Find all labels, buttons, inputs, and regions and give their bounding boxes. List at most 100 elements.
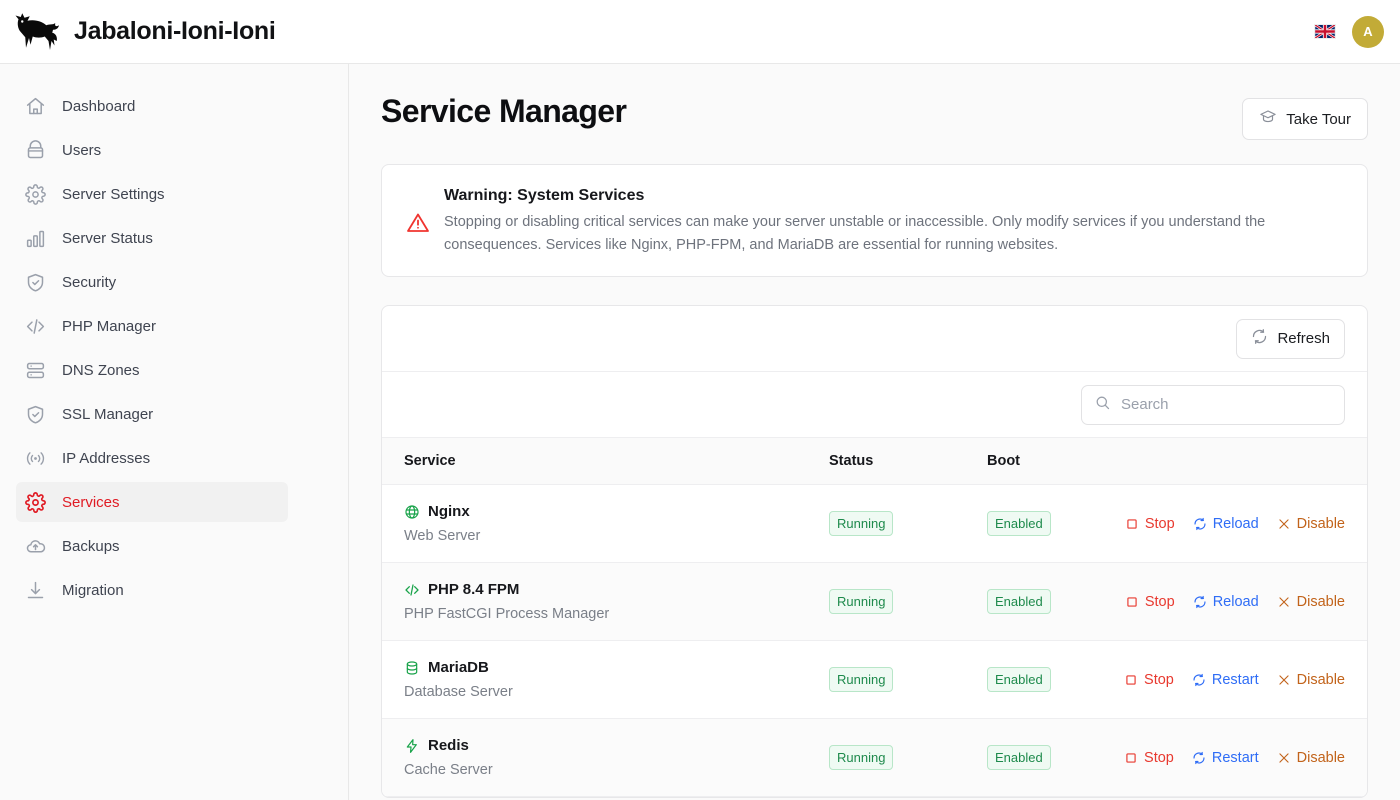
app-shell: Dashboard Users Server Settings Server S… (0, 64, 1400, 800)
sidebar-item-dashboard[interactable]: Dashboard (16, 86, 288, 126)
shield-check-icon (24, 403, 46, 425)
sidebar-item-dns-zones[interactable]: DNS Zones (16, 350, 288, 390)
cell-status: Running (829, 719, 987, 797)
service-description: PHP FastCGI Process Manager (404, 606, 610, 623)
restart-label: Restart (1211, 671, 1259, 688)
sidebar-item-ip-addresses[interactable]: IP Addresses (16, 438, 288, 478)
stop-label: Stop (1144, 749, 1174, 766)
service-name: MariaDB (404, 659, 829, 676)
disable-button[interactable]: Disable (1277, 672, 1345, 688)
status-badge: Running (829, 745, 894, 771)
service-name-label: MariaDB (428, 659, 489, 677)
refresh-button[interactable]: Refresh (1236, 318, 1345, 359)
search-input[interactable] (1121, 396, 1332, 414)
sidebar-item-label: IP Addresses (62, 449, 151, 467)
service-name: Nginx (404, 503, 829, 520)
sidebar-item-ssl-manager[interactable]: SSL Manager (16, 394, 288, 434)
sidebar-item-backups[interactable]: Backups (16, 526, 288, 566)
service-name-label: PHP 8.4 FPM (428, 581, 520, 599)
column-header-boot: Boot (987, 438, 1147, 486)
disable-button[interactable]: Disable (1277, 594, 1345, 610)
reload-label: Reload (1212, 593, 1259, 610)
table-row[interactable]: MariaDB Database Server Running Enabled (382, 641, 1367, 719)
table-row[interactable]: Redis Cache Server Running Enabled (382, 718, 1367, 797)
row-actions: Stop Reload Disable (1127, 594, 1367, 610)
cell-boot: Enabled (987, 641, 1147, 719)
table-row[interactable]: PHP 8.4 FPM PHP FastCGI Process Manager … (382, 562, 1367, 641)
cell-service: Redis Cache Server (382, 719, 829, 797)
stop-button[interactable]: Stop (1125, 594, 1175, 610)
search-box[interactable] (1081, 384, 1345, 425)
restart-button[interactable]: Restart (1192, 672, 1259, 688)
sidebar-item-label: Migration (62, 581, 124, 599)
services-table-card: Refresh Service Status Boot (381, 305, 1368, 799)
boot-badge: Enabled (987, 589, 1051, 615)
reload-button[interactable]: Reload (1193, 516, 1259, 532)
stop-label: Stop (1144, 671, 1174, 688)
column-header-service: Service (382, 438, 829, 486)
service-name-label: Nginx (428, 503, 470, 521)
stop-square-icon (1125, 517, 1139, 531)
refresh-icon (1192, 751, 1206, 765)
shield-check-icon (24, 271, 46, 293)
server-stack-icon (24, 359, 46, 381)
cell-service: MariaDB Database Server (382, 641, 829, 719)
boot-badge: Enabled (987, 667, 1051, 693)
gear-icon (24, 491, 46, 513)
sidebar-item-label: Dashboard (62, 97, 136, 115)
close-x-icon (1277, 673, 1291, 687)
stop-button[interactable]: Stop (1124, 750, 1174, 766)
sidebar-item-services[interactable]: Services (16, 482, 288, 522)
service-name-label: Redis (428, 737, 469, 755)
row-actions: Stop Reload Disable (1127, 516, 1367, 532)
sidebar-item-php-manager[interactable]: PHP Manager (16, 306, 288, 346)
home-icon (24, 95, 46, 117)
disable-label: Disable (1296, 515, 1345, 532)
avatar[interactable]: A (1352, 15, 1384, 48)
code-icon (24, 315, 46, 337)
top-bar-right: A (1314, 15, 1384, 48)
service-description: Web Server (404, 528, 481, 545)
table-head: Service Status Boot (382, 438, 1367, 486)
column-header-actions (1147, 438, 1367, 486)
sidebar-item-label: Server Settings (62, 185, 165, 203)
search-icon (1094, 394, 1111, 416)
cell-status: Running (829, 485, 987, 563)
globe-icon (404, 504, 420, 520)
table-search-row (382, 372, 1367, 439)
reload-button[interactable]: Reload (1193, 594, 1259, 610)
main-content: Service Manager Take Tour Warning: Syste… (349, 64, 1400, 800)
database-icon (404, 660, 420, 676)
stop-label: Stop (1144, 593, 1175, 610)
lightning-bolt-icon (404, 738, 420, 754)
cell-status: Running (829, 641, 987, 719)
take-tour-button[interactable]: Take Tour (1242, 98, 1368, 140)
broadcast-icon (24, 447, 46, 469)
stop-button[interactable]: Stop (1124, 672, 1174, 688)
sidebar-item-security[interactable]: Security (16, 262, 288, 302)
sidebar-item-label: Security (62, 273, 117, 291)
disable-button[interactable]: Disable (1277, 750, 1345, 766)
sidebar-item-server-settings[interactable]: Server Settings (16, 174, 288, 214)
restart-label: Restart (1211, 749, 1259, 766)
brand[interactable]: Jabaloni-Ioni-Ioni (14, 12, 276, 52)
gear-icon (24, 183, 46, 205)
cell-actions: Stop Reload Disable (1127, 563, 1367, 641)
refresh-icon (1193, 517, 1207, 531)
stop-square-icon (1124, 751, 1138, 765)
table-toolbar: Refresh (382, 306, 1367, 373)
uk-flag-icon[interactable] (1314, 24, 1336, 39)
sidebar-item-migration[interactable]: Migration (16, 570, 288, 610)
disable-label: Disable (1296, 671, 1345, 688)
stop-button[interactable]: Stop (1125, 516, 1175, 532)
restart-button[interactable]: Restart (1192, 750, 1259, 766)
page-header: Service Manager Take Tour (381, 92, 1368, 140)
sidebar-item-server-status[interactable]: Server Status (16, 218, 288, 258)
sidebar-item-users[interactable]: Users (16, 130, 288, 170)
disable-button[interactable]: Disable (1277, 516, 1345, 532)
cell-boot: Enabled (987, 563, 1147, 641)
table-row[interactable]: Nginx Web Server Running Enabled (382, 485, 1367, 563)
table-header-row: Service Status Boot (382, 438, 1367, 486)
top-bar: Jabaloni-Ioni-Ioni A (0, 0, 1400, 64)
services-table: Service Status Boot Nginx (382, 438, 1367, 797)
